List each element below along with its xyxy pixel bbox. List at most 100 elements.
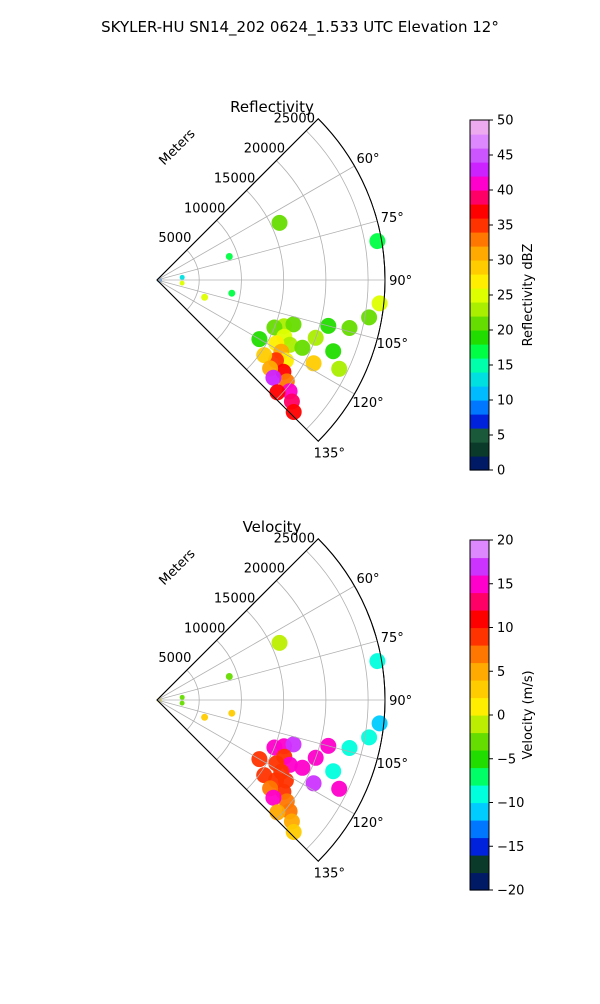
velocity-colorbar-band-3	[470, 820, 489, 839]
velocity-colorbar-band-0	[470, 872, 489, 891]
velocity-colorbar-band-1	[470, 855, 489, 874]
velocity-azimuth-spoke-75	[156, 640, 378, 701]
reflectivity-colorbar-band-21	[470, 162, 489, 177]
velocity-azimuth-spoke-105	[156, 699, 378, 760]
velocity-colorbar: −20 −15 −10 −5 0 5 10 15 20 Velocity (m/s)	[469, 534, 536, 899]
velocity-range-label: Meters	[157, 546, 199, 588]
reflectivity-echo-1	[285, 316, 302, 333]
reflectivity-range-tick-5000: 5000	[158, 231, 191, 246]
reflectivity-colorbar-band-11	[470, 302, 489, 317]
reflectivity-colorbar-band-6	[470, 372, 489, 387]
velocity-echo-32	[179, 700, 185, 706]
velocity-colorbar-band-17	[470, 575, 489, 594]
reflectivity-echo-31	[179, 274, 185, 280]
reflectivity-colorbar-band-19	[470, 190, 489, 205]
reflectivity-colorbar-label: Reflectivity dBZ	[521, 244, 536, 347]
velocity-azimuth-tick-120: 120°	[352, 816, 383, 831]
reflectivity-colorbar-band-12	[470, 288, 489, 303]
reflectivity-echo-21	[305, 355, 322, 372]
velocity-echo-24	[265, 789, 282, 806]
reflectivity-panel-title: Reflectivity	[230, 98, 314, 116]
reflectivity-colorbar-band-10	[470, 316, 489, 331]
velocity-colorbar-band-19	[470, 540, 489, 559]
reflectivity-azimuth-spoke-75	[156, 220, 378, 281]
velocity-echo-21	[305, 775, 322, 792]
reflectivity-azimuth-tick-105: 105°	[377, 337, 408, 352]
velocity-echo-27	[331, 780, 348, 797]
velocity-colorbar-band-16	[470, 592, 489, 611]
reflectivity-colorbar-tick-10: 50	[497, 114, 514, 129]
reflectivity-colorbar-band-7	[470, 358, 489, 373]
velocity-range-tick-25000: 25000	[274, 532, 315, 547]
reflectivity-colorbar-tick-5: 25	[497, 289, 514, 304]
velocity-range-tick-15000: 15000	[214, 591, 255, 606]
reflectivity-azimuth-tick-90: 90°	[389, 274, 412, 289]
reflectivity-colorbar-band-9	[470, 330, 489, 345]
reflectivity-colorbar-band-0	[470, 456, 489, 471]
velocity-azimuth-spoke-120	[156, 699, 355, 815]
reflectivity-colorbar-band-15	[470, 246, 489, 261]
reflectivity-panel: 5000 10000 15000 20000 25000 60° 75° 90° 105° 120…	[156, 98, 536, 479]
reflectivity-azimuth-tick-135: 135°	[314, 446, 345, 461]
velocity-colorbar-label: Velocity (m/s)	[521, 670, 536, 759]
reflectivity-echo-32	[179, 280, 185, 286]
reflectivity-echo-20	[371, 295, 388, 312]
velocity-azimuth-spoke-60	[156, 585, 355, 701]
velocity-echo-34	[201, 713, 209, 721]
velocity-colorbar-band-14	[470, 627, 489, 646]
reflectivity-range-tick-25000: 25000	[274, 112, 315, 127]
reflectivity-colorbar-band-2	[470, 428, 489, 443]
reflectivity-colorbar-band-16	[470, 232, 489, 247]
reflectivity-colorbar-band-8	[470, 344, 489, 359]
reflectivity-colorbar: 0 5 10 15 20 25 30 35 40 45 50 Reflectivity dBZ	[469, 114, 536, 479]
velocity-panel: 5000 10000 15000 20000 25000 60° 75° 90° 105° 120…	[156, 518, 536, 899]
reflectivity-azimuth-spoke-60	[156, 165, 355, 281]
velocity-echo-31	[179, 694, 185, 700]
reflectivity-colorbar-tick-0: 0	[497, 464, 505, 479]
reflectivity-colorbar-band-18	[470, 204, 489, 219]
reflectivity-echo-22	[256, 347, 273, 364]
reflectivity-echo-15	[294, 339, 311, 356]
velocity-colorbar-band-15	[470, 610, 489, 629]
velocity-colorbar-tick-4: 0	[497, 709, 505, 724]
velocity-colorbar-tick-1: −15	[497, 840, 524, 855]
velocity-colorbar-tick-8: 20	[497, 534, 514, 549]
reflectivity-range-tick-15000: 15000	[214, 171, 255, 186]
reflectivity-colorbar-tick-8: 40	[497, 184, 514, 199]
velocity-colorbar-band-18	[470, 557, 489, 576]
velocity-echo-22	[256, 767, 273, 784]
reflectivity-echo-34	[201, 293, 209, 301]
velocity-colorbar-band-11	[470, 680, 489, 699]
reflectivity-colorbar-tick-4: 20	[497, 324, 514, 339]
velocity-colorbar-tick-0: −20	[497, 884, 524, 899]
velocity-colorbar-tick-7: 15	[497, 577, 514, 592]
reflectivity-azimuth-tick-75: 75°	[381, 211, 404, 226]
reflectivity-colorbar-band-23	[470, 134, 489, 149]
velocity-colorbar-band-2	[470, 837, 489, 856]
reflectivity-range-tick-20000: 20000	[244, 142, 285, 157]
velocity-colorbar-band-7	[470, 750, 489, 769]
velocity-colorbar-band-5	[470, 785, 489, 804]
velocity-echo-15	[294, 759, 311, 776]
reflectivity-colorbar-tick-3: 15	[497, 359, 514, 374]
reflectivity-echo-18	[341, 320, 358, 336]
reflectivity-colorbar-band-3	[470, 414, 489, 429]
velocity-echo-20	[371, 715, 388, 732]
reflectivity-echo-30	[225, 253, 233, 260]
velocity-colorbar-tick-2: −10	[497, 796, 524, 811]
velocity-panel-title: Velocity	[243, 518, 302, 536]
reflectivity-echo-26	[325, 343, 342, 360]
velocity-range-tick-10000: 10000	[184, 621, 225, 636]
reflectivity-echo-13	[285, 404, 302, 420]
reflectivity-colorbar-band-14	[470, 260, 489, 275]
figure-title: SKYLER-HU SN14_202 0624_1.533 UTC Elevat…	[101, 18, 499, 37]
reflectivity-colorbar-band-4	[470, 400, 489, 415]
velocity-colorbar-tick-3: −5	[497, 752, 516, 767]
velocity-range-tick-20000: 20000	[244, 562, 285, 577]
velocity-colorbar-band-9	[470, 715, 489, 734]
reflectivity-range-label: Meters	[157, 126, 199, 168]
reflectivity-range-tick-10000: 10000	[184, 201, 225, 216]
velocity-azimuth-tick-75: 75°	[381, 631, 404, 646]
